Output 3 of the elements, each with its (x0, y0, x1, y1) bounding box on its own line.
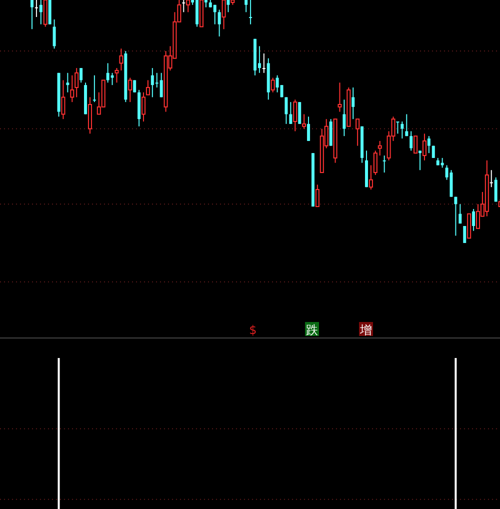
text: $ (249, 323, 257, 337)
text: 增 (359, 323, 372, 337)
text: 跌 (306, 323, 318, 337)
